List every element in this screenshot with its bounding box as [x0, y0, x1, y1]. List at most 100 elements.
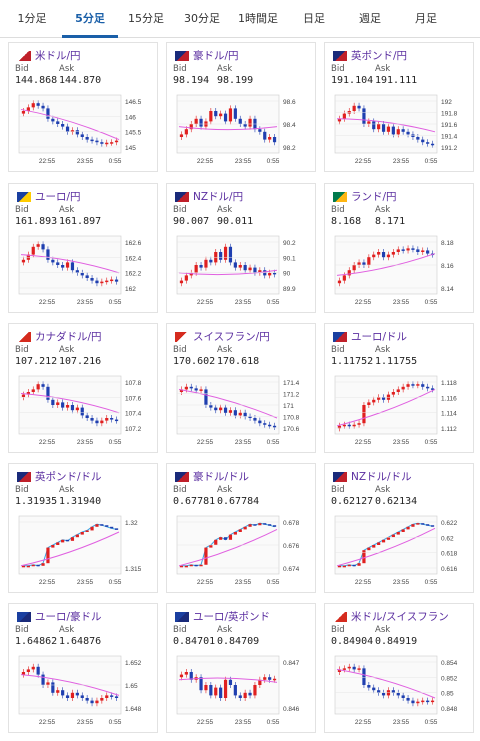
rate-card[interactable]: 米ドル/円 Bid Ask 144.868 144.870 146.5 146 145.5 14…: [8, 42, 158, 172]
x-tick-label: 0:55: [425, 299, 438, 306]
rate-card[interactable]: 豪ドル/円 Bid Ask 98.194 98.199 98.6 98.4 98.2 22:55…: [166, 42, 316, 172]
ask-label: Ask: [59, 485, 75, 495]
bid-label: Bid: [15, 64, 29, 74]
candle: [194, 388, 198, 391]
candle: [377, 124, 381, 130]
candle: [214, 407, 218, 411]
pair-name[interactable]: NZドル/ドル: [351, 471, 412, 483]
ask-label: Ask: [217, 625, 233, 635]
candle: [36, 666, 40, 675]
tab-5min[interactable]: 5分足: [62, 0, 118, 38]
candle: [80, 407, 84, 416]
candle: [223, 537, 228, 540]
candle: [209, 685, 213, 696]
tab-daily[interactable]: 日足: [303, 12, 325, 25]
pair-name[interactable]: ユーロ/英ポンド: [193, 611, 271, 623]
candle: [396, 389, 400, 392]
candle: [411, 524, 415, 527]
ask-label: Ask: [375, 64, 391, 74]
candle: [21, 111, 26, 114]
x-tick-label: 23:55: [235, 299, 252, 306]
y-tick-label: 107.6: [125, 395, 142, 402]
tab-1min[interactable]: 1分足: [17, 12, 47, 25]
candle: [184, 275, 188, 281]
tab-weekly[interactable]: 週足: [359, 12, 381, 25]
candle: [114, 696, 119, 698]
candle: [189, 564, 193, 567]
pair-name[interactable]: スイスフラン/円: [193, 331, 270, 343]
candle: [46, 682, 50, 685]
rate-card[interactable]: スイスフラン/円 Bid Ask 170.602 170.618 171.4 171.2 17…: [166, 323, 316, 453]
pair-name[interactable]: カナダドル/円: [35, 331, 102, 343]
bid-value: 191.104: [331, 75, 374, 86]
bid-value: 144.868: [15, 75, 58, 86]
candle: [258, 679, 262, 685]
candle: [426, 524, 430, 526]
candle: [248, 524, 252, 527]
pair-name[interactable]: NZドル/円: [193, 191, 244, 203]
candle: [199, 564, 203, 567]
bid-label: Bid: [173, 64, 187, 74]
pair-name[interactable]: ランド/円: [351, 191, 397, 203]
y-tick-label: 98.4: [283, 122, 296, 129]
tab-monthly[interactable]: 月足: [415, 12, 437, 25]
candle: [110, 526, 114, 529]
x-tick-label: 0:55: [109, 439, 122, 446]
rate-card[interactable]: NZドル/ドル Bid Ask 0.62127 0.62134 0.622 0.62 0.61…: [324, 463, 474, 593]
candle: [194, 118, 198, 124]
candle: [238, 412, 242, 416]
candle: [337, 669, 342, 672]
tab-1hour[interactable]: 1時間足: [238, 12, 278, 25]
rate-card[interactable]: カナダドル/円 Bid Ask 107.212 107.216 107.8 107.6 107…: [8, 323, 158, 453]
rate-card[interactable]: 英ポンド/円 Bid Ask 191.104 191.111 192 191.8 191.6 1…: [324, 42, 474, 172]
candle: [362, 550, 366, 564]
candle: [396, 692, 400, 696]
ask-label: Ask: [217, 485, 233, 495]
x-tick-label: 22:55: [39, 719, 56, 726]
bid-label: Bid: [173, 625, 187, 635]
x-tick-label: 23:55: [77, 158, 94, 165]
pair-name[interactable]: 米ドル/スイスフラン: [351, 611, 449, 623]
rate-card[interactable]: ユーロ/円 Bid Ask 161.893 161.897 162.6 162.4 162.2…: [8, 183, 158, 313]
timeframe-tabs: 1分足 5分足 15分足 30分足 1時間足 日足 週足 月足: [0, 0, 480, 38]
rate-card[interactable]: ユーロ/ドル Bid Ask 1.11752 1.11755 1.118 1.116 1.11…: [324, 323, 474, 453]
y-tick-label: 0.85: [441, 691, 454, 698]
candle: [352, 564, 356, 567]
candle: [268, 137, 272, 140]
candle: [65, 695, 70, 698]
candle: [347, 424, 351, 427]
tab-15min[interactable]: 15分足: [128, 12, 164, 25]
ask-label: Ask: [59, 345, 75, 355]
candle: [381, 397, 386, 400]
price-chart: 171.4 171.2 171 170.8 170.6 22:55 23:55 0:55: [176, 375, 300, 446]
pair-name[interactable]: ユーロ/ドル: [351, 331, 408, 343]
rate-card[interactable]: 豪ドル/ドル Bid Ask 0.67781 0.67784 0.678 0.676 0.67…: [166, 463, 316, 593]
rate-card[interactable]: ユーロ/英ポンド Bid Ask 0.84701 0.84709 0.847 0.846 22…: [166, 603, 316, 733]
x-tick-label: 0:55: [109, 579, 122, 586]
pair-name[interactable]: ユーロ/円: [35, 191, 81, 203]
candle: [114, 140, 119, 143]
rate-card[interactable]: ランド/円 Bid Ask 8.168 8.171 8.18 8.16 8.14 22:55 23…: [324, 183, 474, 313]
rate-card[interactable]: ユーロ/豪ドル Bid Ask 1.64862 1.64876 1.652 1.65 1.64…: [8, 603, 158, 733]
ask-value: 90.011: [217, 216, 254, 227]
candle: [209, 259, 213, 263]
tab-30min[interactable]: 30分足: [184, 12, 220, 25]
pair-name[interactable]: 英ポンド/ドル: [35, 471, 102, 483]
candle: [243, 124, 247, 127]
pair-name[interactable]: 米ドル/円: [35, 50, 81, 62]
candle: [21, 394, 26, 398]
pair-name[interactable]: 豪ドル/ドル: [193, 471, 250, 483]
rate-card[interactable]: NZドル/円 Bid Ask 90.007 90.011 90.2 90.1 90 89.9 22…: [166, 183, 316, 313]
candle: [209, 545, 213, 548]
candle: [352, 265, 356, 271]
rate-card[interactable]: 米ドル/スイスフラン Bid Ask 0.84904 0.84919 0.854 0.852…: [324, 603, 474, 733]
candle: [228, 410, 233, 413]
pair-name[interactable]: 豪ドル/円: [193, 50, 239, 62]
candle: [51, 545, 55, 548]
x-tick-label: 23:55: [393, 158, 410, 165]
candle: [406, 248, 410, 251]
rate-card[interactable]: 英ポンド/ドル Bid Ask 1.31935 1.31940 1.32 1.315 22:5…: [8, 463, 158, 593]
pair-name[interactable]: 英ポンド/円: [351, 50, 408, 62]
pair-name[interactable]: ユーロ/豪ドル: [35, 611, 102, 623]
candle: [391, 126, 395, 135]
